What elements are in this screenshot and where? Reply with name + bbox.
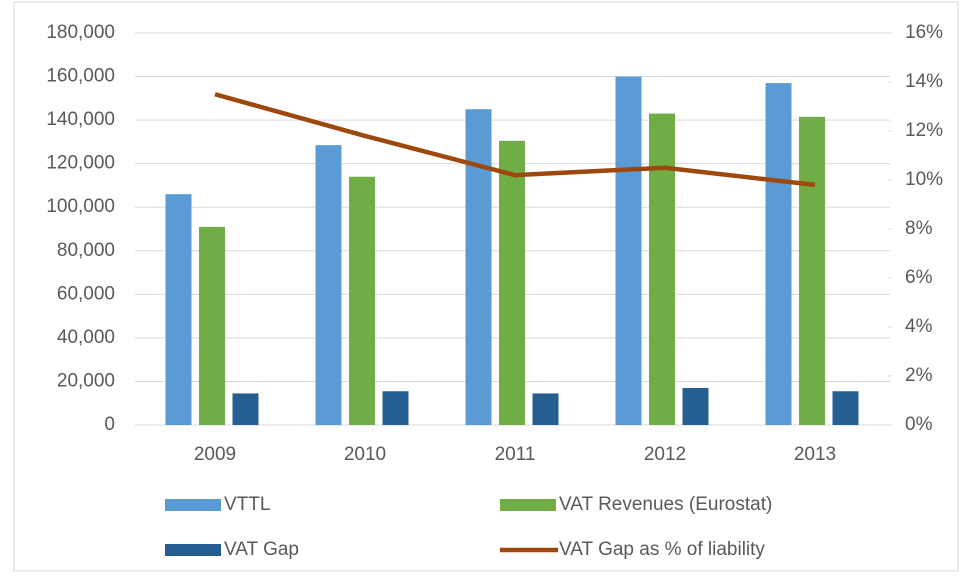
legend-label: VAT Gap as % of liability xyxy=(559,539,765,560)
y2-tick-label: 14% xyxy=(905,71,943,92)
x-tick-label: 2012 xyxy=(644,444,686,465)
y-tick-label: 0 xyxy=(104,414,115,435)
bar xyxy=(232,393,259,425)
bar xyxy=(199,226,225,425)
y2-tick-label: 4% xyxy=(905,316,933,337)
bar xyxy=(649,113,675,426)
line-series xyxy=(214,92,816,188)
y2-tick-label: 0% xyxy=(905,414,933,435)
x-tick-label: 2011 xyxy=(495,444,536,465)
x-tick-label: 2013 xyxy=(794,444,836,465)
y-tick-label: 40,000 xyxy=(57,327,115,348)
y-tick-label: 20,000 xyxy=(57,370,115,391)
bar xyxy=(382,391,409,425)
y2-tick-label: 12% xyxy=(905,120,943,141)
bar xyxy=(349,176,375,425)
bar xyxy=(682,387,709,425)
y-tick-label: 100,000 xyxy=(46,196,115,217)
y2-tick-label: 10% xyxy=(905,169,943,190)
bar xyxy=(799,116,825,425)
bar xyxy=(165,194,192,425)
y-tick-label: 60,000 xyxy=(57,283,115,304)
legend-swatch xyxy=(500,499,556,511)
legend-label: VAT Gap xyxy=(224,539,299,560)
legend-label: VTTL xyxy=(224,494,270,515)
bar xyxy=(832,391,859,425)
bar xyxy=(465,109,492,425)
legend-swatch xyxy=(165,544,221,556)
y2-tick-label: 8% xyxy=(905,218,933,239)
y2-tick-label: 6% xyxy=(905,267,933,288)
bar xyxy=(615,76,642,426)
bar xyxy=(315,145,342,425)
legend-label: VAT Revenues (Eurostat) xyxy=(559,494,772,515)
y-tick-label: 140,000 xyxy=(46,109,115,130)
y-tick-label: 180,000 xyxy=(46,22,115,43)
bar xyxy=(499,140,525,426)
y-tick-label: 80,000 xyxy=(57,240,115,261)
x-tick-label: 2009 xyxy=(194,444,236,465)
y2-tick-label: 2% xyxy=(905,365,933,386)
legend-swatch xyxy=(165,499,221,511)
y-tick-label: 120,000 xyxy=(46,153,115,174)
y-tick-label: 160,000 xyxy=(46,66,115,87)
bar xyxy=(765,83,792,425)
x-tick-label: 2010 xyxy=(344,444,386,465)
bar xyxy=(532,393,559,425)
y2-tick-label: 16% xyxy=(905,22,943,43)
